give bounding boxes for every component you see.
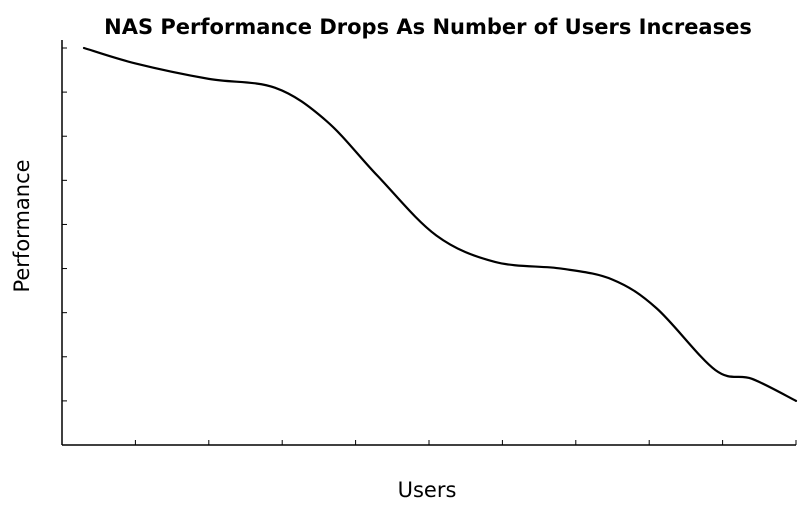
y-axis-label: Performance <box>10 159 34 292</box>
x-ticks <box>134 440 797 445</box>
series-group <box>82 46 798 402</box>
series-line-0 <box>82 46 798 402</box>
y-ticks <box>62 47 67 402</box>
chart-title: NAS Performance Drops As Number of Users… <box>104 15 752 39</box>
axes <box>61 40 796 446</box>
x-axis-label: Users <box>398 478 457 502</box>
